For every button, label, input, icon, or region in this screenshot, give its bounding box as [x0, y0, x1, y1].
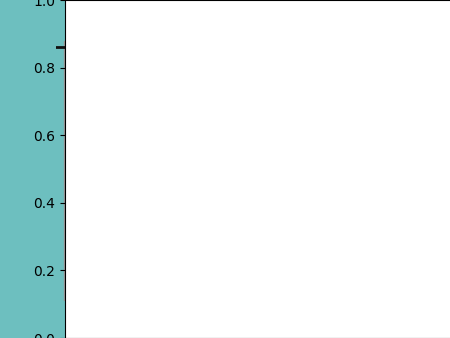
Ellipse shape: [124, 141, 144, 210]
Bar: [75, 41, 80, 301]
Ellipse shape: [184, 134, 212, 212]
Ellipse shape: [178, 207, 218, 235]
Ellipse shape: [119, 206, 149, 228]
Bar: [56, 41, 64, 301]
Ellipse shape: [320, 142, 324, 203]
Bar: [108, 57, 114, 65]
Bar: [94, 41, 99, 301]
Ellipse shape: [303, 130, 326, 145]
Bar: [64, 41, 69, 301]
Bar: [69, 41, 75, 301]
Text: Root Canal “System”: Root Canal “System”: [117, 56, 448, 84]
Text: The complexity of the root canal system cannot be
underestimated.  All portals o: The complexity of the root canal system …: [117, 111, 450, 162]
Bar: [104, 91, 395, 221]
Ellipse shape: [315, 140, 328, 211]
Bar: [103, 62, 111, 71]
Bar: [88, 41, 94, 301]
Ellipse shape: [190, 149, 201, 209]
Ellipse shape: [359, 213, 391, 238]
Ellipse shape: [298, 209, 346, 237]
Ellipse shape: [306, 134, 338, 216]
Bar: [80, 41, 88, 301]
